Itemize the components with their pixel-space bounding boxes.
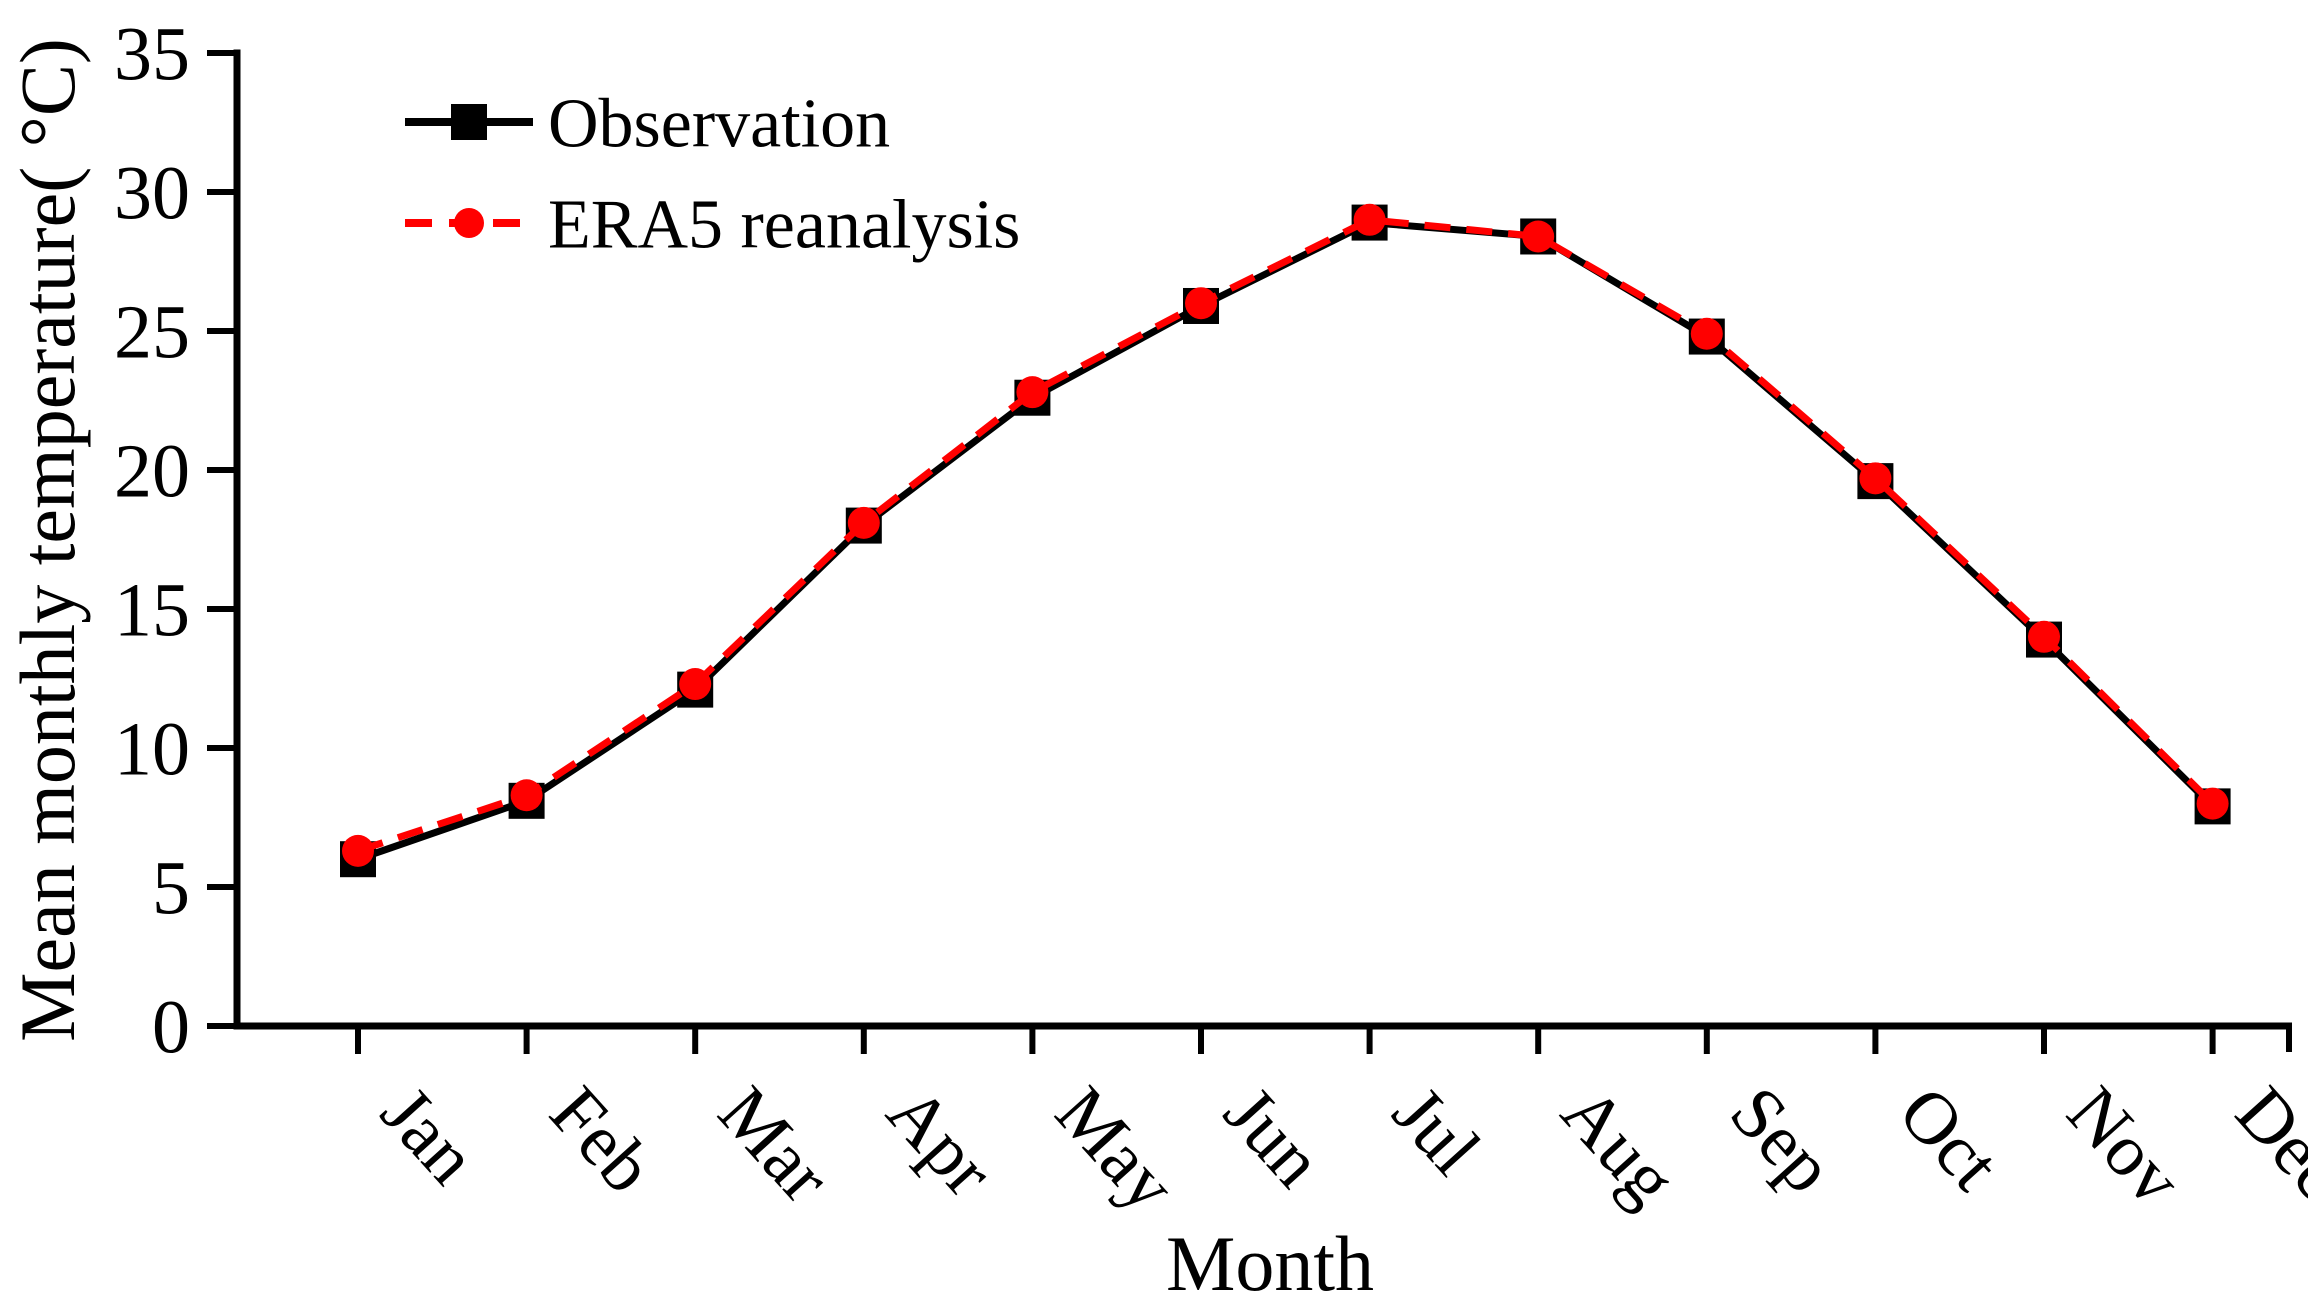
legend-item-era5: ERA5 reanalysis xyxy=(405,187,1020,264)
marker-circle-sep xyxy=(1690,317,1723,350)
marker-circle-jan xyxy=(342,834,374,867)
x-tick-label-sep: Sep xyxy=(1714,1072,1849,1209)
x-tick-label-aug: Aug xyxy=(1546,1072,1692,1222)
series-layer xyxy=(340,203,2231,878)
x-tick-label-jan: Jan xyxy=(365,1072,492,1200)
x-tick-label-feb: Feb xyxy=(534,1072,669,1209)
marker-circle-jun xyxy=(1185,287,1217,320)
x-tick-label-apr: Apr xyxy=(871,1072,1009,1212)
legend-item-observation: Observation xyxy=(405,86,890,163)
legend-circle-marker-icon xyxy=(454,208,484,238)
marker-circle-may xyxy=(1016,376,1049,409)
x-axis-title: Month xyxy=(1166,1220,1374,1303)
legend-square-marker-icon xyxy=(451,104,487,140)
x-tick-label-may: May xyxy=(1040,1072,1192,1228)
x-tick-label-dec: Dec xyxy=(2220,1072,2308,1215)
axes-layer: 0 5 10 15 20 25 30 35 Jan Feb Mar Apr May Jun Jul Aug Se… xyxy=(114,13,2308,1228)
marker-circle-feb xyxy=(510,779,543,812)
y-tick-label-20: 20 xyxy=(114,430,190,514)
y-tick-label-35: 35 xyxy=(114,13,190,97)
legend-label-era5: ERA5 reanalysis xyxy=(548,187,1020,264)
legend: Observation ERA5 reanalysis xyxy=(405,86,1020,264)
marker-circle-oct xyxy=(1859,462,1892,495)
marker-circle-jul xyxy=(1353,203,1386,236)
y-tick-label-15: 15 xyxy=(114,569,190,653)
x-tick-label-jun: Jun xyxy=(1208,1072,1338,1203)
y-tick-label-0: 0 xyxy=(152,986,190,1070)
legend-label-observation: Observation xyxy=(548,86,890,163)
marker-circle-nov xyxy=(2028,620,2060,653)
series-line-era5 xyxy=(356,216,2216,855)
marker-circle-apr xyxy=(847,506,880,539)
series-line-observation xyxy=(356,219,2216,863)
y-tick-label-30: 30 xyxy=(114,152,190,236)
y-tick-label-10: 10 xyxy=(114,708,190,792)
y-tick-label-5: 5 xyxy=(152,847,190,931)
marker-circle-dec xyxy=(2196,787,2229,820)
x-tick-label-oct: Oct xyxy=(1883,1072,2016,1207)
y-tick-label-25: 25 xyxy=(114,291,190,375)
marker-circle-aug xyxy=(1522,220,1555,253)
x-tick-label-jul: Jul xyxy=(1377,1072,1496,1191)
x-tick-label-mar: Mar xyxy=(703,1072,846,1218)
x-tick-label-nov: Nov xyxy=(2051,1072,2197,1222)
y-axis-title: Mean monthly temperature( °C) xyxy=(4,38,91,1042)
marker-circle-mar xyxy=(679,668,712,701)
